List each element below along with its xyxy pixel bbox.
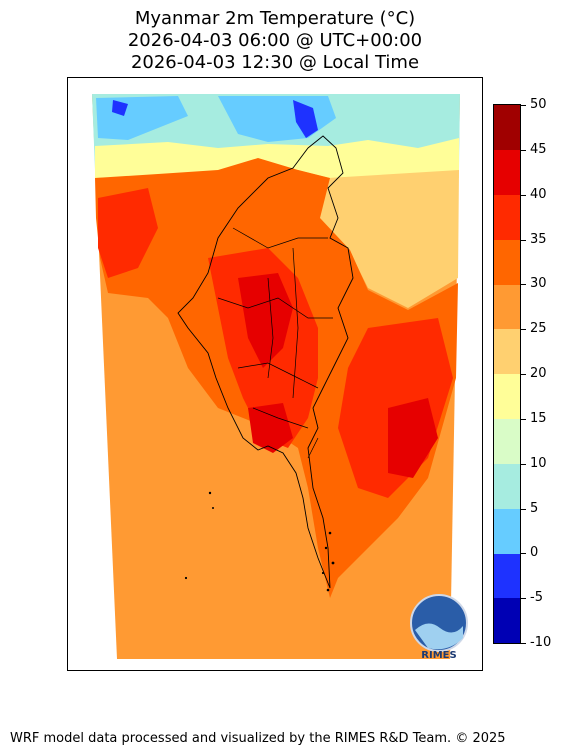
state-boundaries [217, 227, 333, 459]
colorbar-tick-label: 35 [530, 232, 547, 247]
logo-label: RIMES [421, 650, 456, 661]
colorbar-tick-label: -10 [530, 635, 552, 650]
colorbar-tick [521, 329, 526, 330]
myanmar-border [177, 135, 354, 589]
colorbar-tick [521, 240, 526, 241]
coastal-islands [184, 491, 335, 592]
footer-credit: WRF model data processed and visualized … [10, 731, 506, 746]
colorbar-tick [521, 374, 526, 375]
colorbar-segment [494, 105, 520, 150]
very-cold-patch [293, 100, 318, 138]
colorbar-segment [494, 508, 520, 554]
colorbar-tick [521, 150, 526, 151]
colorbar-segment [494, 239, 520, 285]
colorbar-tick-label: 25 [530, 321, 547, 336]
eastern-highland [318, 170, 459, 308]
colorbar-segment [494, 553, 520, 599]
colorbar-tick [521, 509, 526, 510]
colorbar-tick-label: 10 [530, 456, 547, 471]
colorbar-tick [521, 464, 526, 465]
colorbar-tick [521, 105, 526, 106]
title-line-3: 2026-04-03 12:30 @ Local Time [130, 52, 420, 73]
colorbar-tick [521, 195, 526, 196]
colorbar-tick-label: 0 [530, 545, 539, 560]
very-cold-patch-2 [112, 100, 128, 116]
colorbar-tick [521, 643, 526, 644]
colorbar-tick [521, 553, 526, 554]
rimes-logo: RIMES [410, 594, 468, 661]
colorbar-segment [494, 329, 520, 375]
colorbar-tick-label: 45 [530, 142, 547, 157]
colorbar-tick [521, 284, 526, 285]
colorbar-segment [494, 418, 520, 464]
colorbar-tick-label: 15 [530, 411, 547, 426]
colorbar-segment [494, 463, 520, 509]
hot-land-west [98, 188, 158, 278]
hottest-land-delta [248, 403, 293, 453]
title-line-2: 2026-04-03 06:00 @ UTC+00:00 [127, 30, 423, 51]
temperature-map: RIMES [67, 77, 483, 671]
hottest-land [238, 273, 293, 368]
title-line-1: Myanmar 2m Temperature (°C) [134, 8, 416, 29]
colorbar-segment [494, 284, 520, 330]
mild-band [95, 138, 459, 188]
colorbar-segment [494, 194, 520, 240]
colorbar-tick-label: 30 [530, 276, 547, 291]
colorbar-tick [521, 598, 526, 599]
colorbar [493, 104, 521, 644]
colorbar-tick-label: -5 [530, 590, 543, 605]
map-canvas: RIMES [92, 94, 468, 661]
colorbar-tick-label: 5 [530, 501, 539, 516]
colorbar-tick-label: 50 [530, 97, 547, 112]
colorbar-tick-label: 40 [530, 187, 547, 202]
colorbar-segment [494, 598, 520, 644]
hottest-land-east [388, 398, 438, 478]
colorbar-segment [494, 149, 520, 195]
colorbar-segment [494, 374, 520, 419]
colorbar-tick-label: 20 [530, 366, 547, 381]
colorbar-tick [521, 419, 526, 420]
